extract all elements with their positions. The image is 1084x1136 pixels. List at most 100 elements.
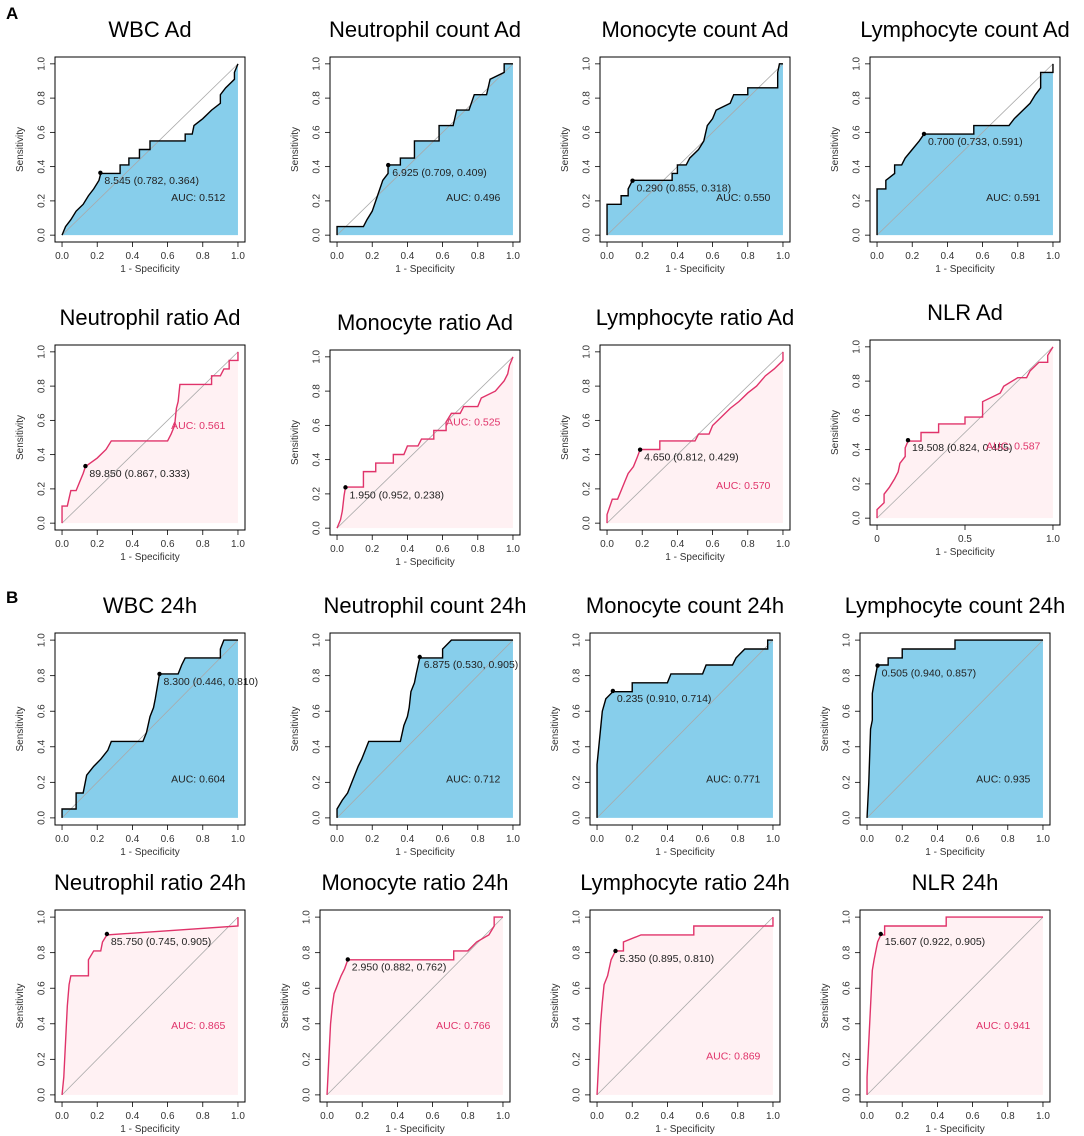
y-tick-label: 0.4 [852, 159, 863, 173]
x-tick-label: 0.6 [966, 834, 980, 845]
y-axis-label: Sensitivity [280, 983, 291, 1028]
plot-frame [54, 632, 246, 826]
plot-title: Monocyte count 24h [586, 593, 784, 618]
x-tick-label: 0.0 [590, 1111, 604, 1122]
plot-frame [329, 349, 521, 536]
x-tick-label: 0.0 [55, 251, 69, 262]
y-tick-label: 0.2 [312, 194, 323, 208]
y-tick-label: 1.0 [842, 910, 853, 924]
y-tick-label: 0.2 [842, 775, 853, 789]
threshold-point [637, 447, 643, 452]
auc-label: AUC: 0.935 [976, 773, 1030, 785]
x-tick-label: 0.0 [55, 539, 69, 550]
y-tick-label: 0.8 [312, 384, 323, 398]
y-tick-label: 0.4 [312, 452, 323, 466]
x-tick-label: 1.0 [1046, 251, 1060, 262]
x-axis-label: 1 - Specificity [395, 557, 454, 568]
y-tick-label: 1.0 [312, 349, 323, 363]
reference-diagonal [866, 916, 1044, 1096]
y-tick-label: 0.2 [312, 775, 323, 789]
y-tick-label: 1.0 [312, 633, 323, 647]
threshold-point [343, 485, 348, 490]
x-tick-label: 0.6 [436, 544, 450, 555]
plot-title: Lymphocyte ratio 24h [580, 870, 790, 895]
y-tick-label: 0.8 [37, 668, 48, 682]
x-axis-label: 1 - Specificity [120, 264, 179, 275]
x-tick-label: 0.6 [706, 539, 720, 550]
x-tick-label: 0.6 [976, 251, 990, 262]
roc-plot-lymphocyte-count-24h: Lymphocyte count 24h 0.0 0.2 0.4 0.6 0.8 1.0 0.… [820, 593, 1065, 858]
x-tick-label: 0.8 [1001, 1111, 1015, 1122]
auc-label: AUC: 0.587 [986, 441, 1040, 453]
roc-plot-wbc-ad: WBC Ad 0.0 0.2 0.4 0.6 0.8 1.0 0.0 0.2 0.4 0.6 0.8 1… [15, 17, 246, 275]
x-tick-label: 0.2 [905, 251, 919, 262]
threshold-point [921, 131, 927, 137]
roc-curve [61, 639, 238, 818]
plot-frame [859, 632, 1051, 826]
plot-title: Lymphocyte count Ad [860, 17, 1070, 42]
roc-curve [336, 639, 513, 818]
x-tick-label: 0.4 [400, 251, 414, 262]
y-tick-label: 0.0 [312, 521, 323, 535]
threshold-point [157, 671, 162, 677]
plot-title: WBC Ad [108, 17, 191, 42]
x-tick-label: 0.0 [600, 539, 614, 550]
threshold-point [345, 957, 350, 962]
y-tick-label: 0.2 [852, 477, 863, 491]
y-tick-label: 1.0 [37, 56, 48, 70]
y-tick-label: 1.0 [582, 344, 593, 358]
y-tick-label: 1.0 [582, 56, 593, 70]
x-tick-label: 0.2 [625, 1111, 639, 1122]
roc-plot-neutrophil-count-ad: Neutrophil count Ad 0.0 0.2 0.4 0.6 0.8 1.0 0.0… [290, 17, 521, 275]
roc-plot-nlr-24h: NLR 24h 0.0 0.2 0.4 0.6 0.8 1.0 0.0 0.2 0.4 0.6 0.8… [820, 870, 1051, 1135]
threshold-point [630, 178, 635, 183]
y-tick-label: 0.4 [842, 1016, 853, 1030]
plot-frame [54, 909, 246, 1103]
y-tick-label: 1.0 [852, 56, 863, 70]
y-tick-label: 1.0 [302, 910, 313, 924]
auc-label: AUC: 0.604 [171, 773, 225, 785]
y-tick-label: 0.4 [37, 739, 48, 753]
roc-curve [606, 351, 784, 524]
roc-curve [876, 63, 1054, 236]
x-tick-label: 1.0 [776, 251, 790, 262]
plot-frame [869, 56, 1061, 243]
threshold-point [878, 931, 883, 937]
threshold-point [386, 162, 391, 168]
y-tick-label: 0.6 [37, 704, 48, 718]
plot-title: Neutrophil ratio Ad [60, 305, 241, 330]
threshold-label: 6.925 (0.709, 0.409) [392, 167, 487, 179]
y-tick-label: 0.6 [572, 981, 583, 995]
roc-curve [61, 63, 239, 236]
reference-diagonal [61, 351, 239, 524]
y-tick-label: 0.8 [37, 945, 48, 959]
y-tick-label: 0.2 [37, 1052, 48, 1066]
y-tick-label: 0.6 [582, 413, 593, 427]
plot-title: Monocyte ratio Ad [337, 310, 513, 335]
y-axis-label: Sensitivity [550, 706, 561, 751]
x-tick-label: 0.4 [125, 251, 139, 262]
x-tick-label: 0.2 [355, 1111, 369, 1122]
y-tick-label: 0.6 [312, 125, 323, 139]
x-tick-label: 0.8 [741, 251, 755, 262]
y-tick-label: 0.0 [852, 228, 863, 242]
x-tick-label: 0.2 [90, 834, 104, 845]
x-tick-label: 0.0 [590, 834, 604, 845]
y-tick-label: 1.0 [37, 910, 48, 924]
roc-plot-neutrophil-ratio-ad: Neutrophil ratio Ad 0.0 0.2 0.4 0.6 0.8 1.0 0.0… [15, 305, 246, 563]
y-tick-label: 0.8 [37, 91, 48, 105]
auc-label: AUC: 0.496 [446, 192, 500, 204]
reference-diagonal [336, 356, 514, 529]
y-tick-label: 0.8 [312, 91, 323, 105]
plot-title: WBC 24h [103, 593, 197, 618]
reference-diagonal [606, 63, 784, 236]
x-axis-label: 1 - Specificity [665, 264, 724, 275]
threshold-point [905, 438, 911, 443]
plot-frame [599, 56, 791, 243]
y-tick-label: 0.8 [582, 91, 593, 105]
threshold-label: 2.950 (0.882, 0.762) [352, 961, 447, 973]
y-axis-label: Sensitivity [550, 983, 561, 1028]
x-tick-label: 0.8 [196, 1111, 210, 1122]
roc-plot-monocyte-count-ad: Monocyte count Ad 0.0 0.2 0.4 0.6 0.8 1.0 0.0 0.… [560, 17, 791, 275]
